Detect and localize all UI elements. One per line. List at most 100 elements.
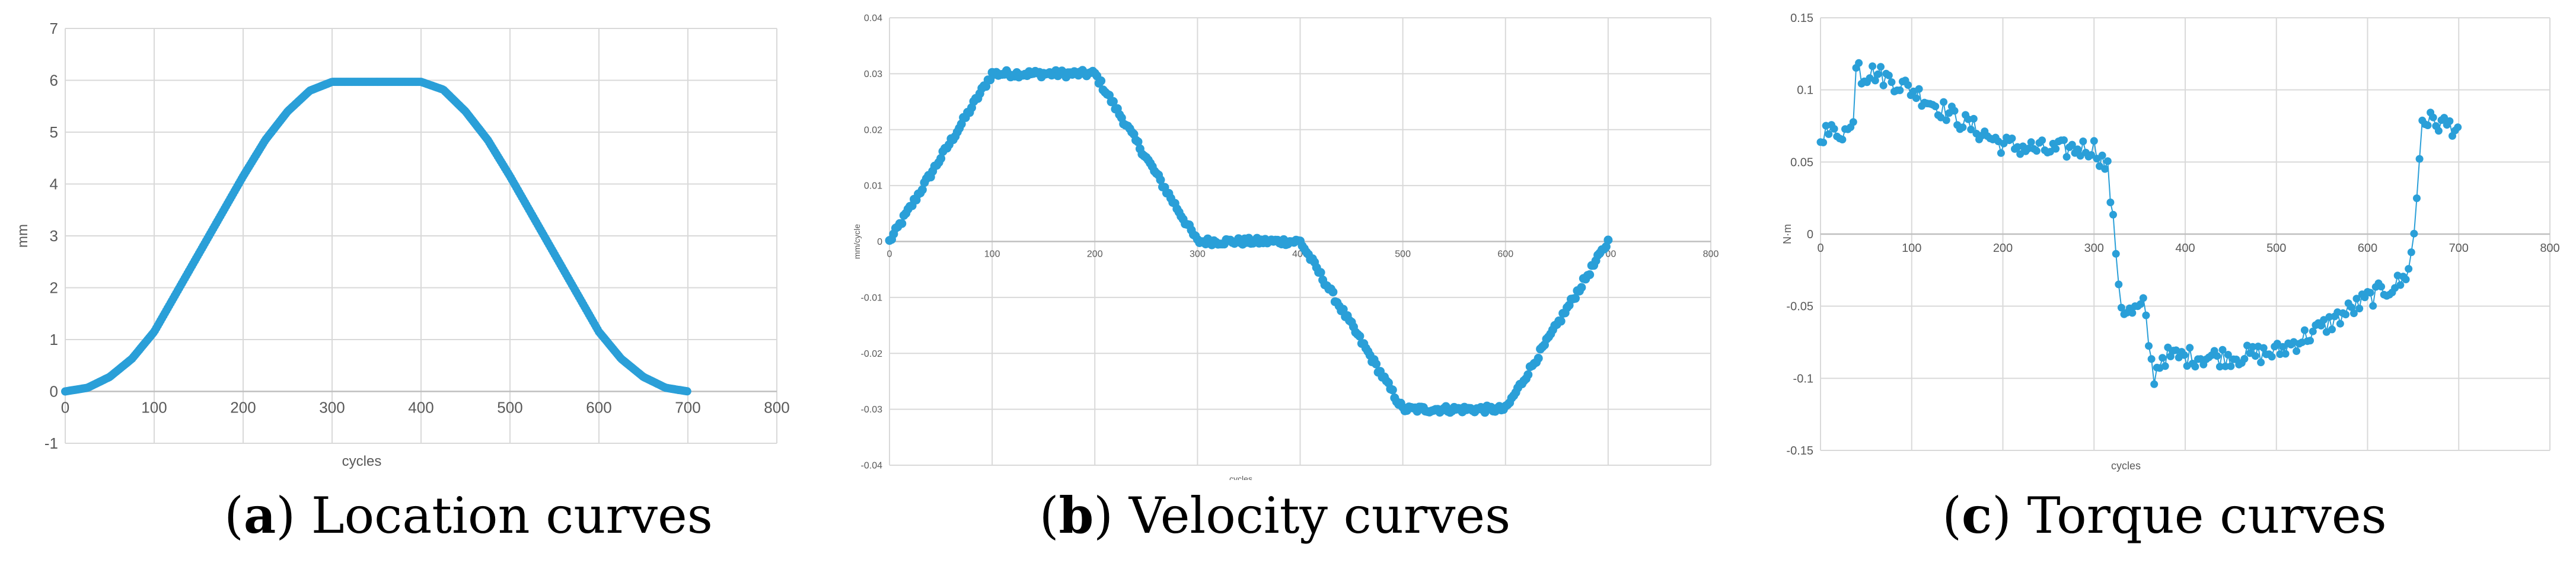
y-axis-label: mm [15,224,31,248]
data-point [1825,130,1833,138]
data-point [2117,303,2125,312]
data-point [1896,86,1904,94]
data-point [2068,140,2076,149]
data-point [1950,107,1959,115]
data-point [1603,235,1613,245]
torque-chart: -0.15 -0.1 -0.05 0 0.05 0.1 0.15 0 100 200 300 400 5… [1781,12,2560,472]
data-point [1108,97,1118,106]
x-tick-label: 800 [764,399,789,417]
data-point [2279,343,2287,351]
y-tick-label: 3 [50,227,58,245]
x-tick-label: 800 [2540,242,2559,255]
data-point [1534,354,1543,363]
data-point [2336,319,2344,328]
data-point [1871,76,1879,85]
data-point [2128,309,2137,317]
data-point [2429,113,2437,121]
y-tick-label: 0.05 [1790,156,1813,169]
data-point [2306,337,2314,345]
y-tick-label: 0.03 [864,69,882,79]
data-point [2347,303,2355,311]
data-point [2215,363,2224,371]
y-tick-label: 0 [50,383,58,401]
x-tick-label: 300 [319,399,345,417]
data-point [2454,123,2462,132]
data-point [2008,135,2016,142]
caption-text: Velocity curves [1128,487,1511,545]
x-tick-label: 100 [1902,242,1921,255]
data-point [1571,293,1580,303]
data-point [2074,145,2082,153]
data-point [1601,242,1611,251]
caption-torque: (c) Torque curves [1942,486,2387,545]
caption-velocity: (b) Velocity curves [1039,486,1511,545]
data-point [2079,137,2087,145]
data-point [2355,305,2364,313]
data-point [1585,270,1595,279]
data-point [1849,118,1857,126]
data-point [2342,311,2350,319]
data-point [2424,121,2432,129]
x-tick-label: 0 [1817,242,1823,255]
data-point [2415,155,2424,163]
x-tick-label: 700 [675,399,700,417]
data-point [2087,151,2096,159]
data-point [2186,344,2194,352]
data-point [2328,325,2336,334]
data-point [2115,280,2123,289]
data-point [2109,210,2117,219]
data-point [1888,78,1896,87]
data-point [2103,157,2112,165]
data-point [2025,145,2032,153]
y-tick-label: 1 [50,331,58,348]
data-point [2369,302,2377,310]
velocity-chart: -0.04 -0.03 -0.02 -0.01 0 0.01 0.02 0.03 0.04 0 10… [852,14,1719,480]
x-tick-label: 300 [2084,242,2104,255]
y-tick-label: 6 [50,72,58,89]
x-axis-label: cycles [2111,460,2141,472]
y-tick-label: -0.02 [861,349,883,359]
x-tick-label: 400 [408,399,433,417]
x-tick-label: 200 [230,399,256,417]
x-tick-label: 0 [61,399,69,417]
y-tick-label: 2 [50,279,58,297]
data-point [1838,136,1847,143]
y-tick-label: 0.04 [864,14,882,24]
x-tick-label: 300 [1190,249,1206,260]
data-point [2300,326,2309,334]
data-point [1523,370,1533,379]
data-point [2281,350,2290,358]
data-point [2180,351,2188,359]
data-point [2251,352,2259,360]
data-point [1904,81,1912,89]
caption-location: (a) Location curves [224,486,713,545]
x-tick-label: 100 [984,249,1000,260]
caption-text: Location curves [311,487,713,545]
data-point [2227,362,2235,370]
y-axis-label: mm/cycle [852,224,862,259]
data-point [2147,355,2156,363]
x-tick-label: 500 [497,399,522,417]
y-tick-label: -0.15 [1786,444,1813,458]
data-point [2090,137,2098,145]
data-point [1879,81,1888,89]
data-point [2027,138,2035,146]
data-point [2032,147,2041,155]
y-tick-label: -0.04 [861,461,883,471]
data-point [2349,309,2358,318]
x-tick-label: 700 [2449,242,2469,255]
data-point [2218,346,2227,354]
data-point [2240,355,2249,363]
data-point [1819,138,1828,146]
data-point [2112,249,2120,258]
data-point [936,153,946,163]
x-tick-label: 600 [2358,242,2377,255]
caption-letter: c [1962,486,1992,545]
data-point [2352,295,2361,303]
data-point [1942,116,1950,124]
data-point [2396,281,2405,289]
data-point [2060,136,2068,144]
caption-letter: a [243,486,276,545]
